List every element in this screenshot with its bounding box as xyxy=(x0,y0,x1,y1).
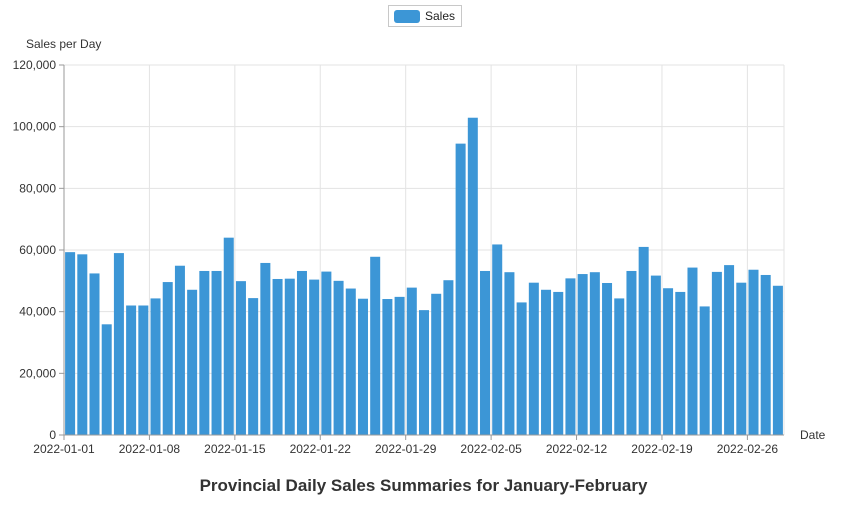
y-tick-label: 20,000 xyxy=(19,366,56,380)
bar xyxy=(663,288,674,435)
bar xyxy=(565,278,576,435)
x-tick-label: 2022-01-15 xyxy=(204,442,266,456)
legend[interactable]: Sales xyxy=(388,5,463,27)
x-tick-label: 2022-01-08 xyxy=(119,442,181,456)
bar xyxy=(126,305,137,435)
x-tick-label: 2022-01-29 xyxy=(375,442,437,456)
bar xyxy=(284,278,295,435)
bar xyxy=(199,270,210,435)
bar xyxy=(589,272,600,435)
bar xyxy=(443,280,454,435)
bar xyxy=(626,270,637,435)
bar xyxy=(650,275,661,435)
bar xyxy=(187,289,198,435)
y-tick-label: 40,000 xyxy=(19,305,56,319)
bar xyxy=(772,285,783,435)
x-tick-label: 2022-01-22 xyxy=(290,442,352,456)
bar xyxy=(357,298,368,435)
bar xyxy=(370,256,381,435)
bar xyxy=(309,279,320,435)
bar xyxy=(516,302,527,435)
bar xyxy=(736,282,747,435)
bar xyxy=(101,324,112,435)
bar xyxy=(248,298,259,435)
bar xyxy=(223,237,234,435)
bar xyxy=(345,288,356,435)
bar xyxy=(748,269,759,435)
bar xyxy=(394,296,405,435)
bar xyxy=(65,252,76,435)
bar xyxy=(333,280,344,435)
bar xyxy=(760,274,771,435)
y-axis-label: Sales per Day xyxy=(26,37,102,51)
bar xyxy=(711,271,722,435)
bar xyxy=(150,298,161,435)
y-tick-label: 100,000 xyxy=(13,120,57,134)
bar xyxy=(528,282,539,435)
bar xyxy=(431,293,442,435)
bar xyxy=(211,270,222,435)
y-tick-label: 60,000 xyxy=(19,243,56,257)
bar xyxy=(138,305,149,435)
x-tick-label: 2022-02-26 xyxy=(717,442,779,456)
bar xyxy=(260,262,271,435)
bar xyxy=(174,265,185,435)
x-axis-label: Date xyxy=(800,428,826,442)
bar xyxy=(699,306,710,435)
legend-label-sales: Sales xyxy=(425,9,456,23)
bar xyxy=(724,265,735,435)
bar xyxy=(480,270,491,435)
bar xyxy=(504,272,515,435)
chart-title: Provincial Daily Sales Summaries for Jan… xyxy=(199,476,648,495)
bar xyxy=(113,253,124,435)
y-tick-label: 80,000 xyxy=(19,181,56,195)
bar xyxy=(272,278,283,435)
bar xyxy=(467,117,478,435)
legend-swatch xyxy=(394,9,420,23)
bar xyxy=(687,267,698,435)
y-tick-label: 0 xyxy=(49,428,56,442)
bar xyxy=(382,299,393,435)
bar xyxy=(89,273,100,435)
y-tick-label: 120,000 xyxy=(13,58,57,72)
bar xyxy=(577,274,588,435)
x-tick-label: 2022-02-05 xyxy=(460,442,522,456)
x-tick-label: 2022-02-19 xyxy=(631,442,693,456)
bar xyxy=(162,282,173,435)
bar xyxy=(418,310,430,435)
bar xyxy=(614,298,625,435)
bar xyxy=(675,291,686,435)
bar xyxy=(235,281,246,435)
bar xyxy=(553,291,564,435)
x-tick-label: 2022-02-12 xyxy=(546,442,608,456)
x-tick-label: 2022-01-01 xyxy=(33,442,95,456)
bar xyxy=(638,246,649,435)
bar xyxy=(296,270,307,435)
bar xyxy=(77,254,88,435)
bar xyxy=(541,289,552,435)
bar xyxy=(492,244,503,435)
bar xyxy=(406,287,417,435)
bar xyxy=(321,271,332,435)
bar xyxy=(602,282,613,435)
bar xyxy=(455,143,466,435)
